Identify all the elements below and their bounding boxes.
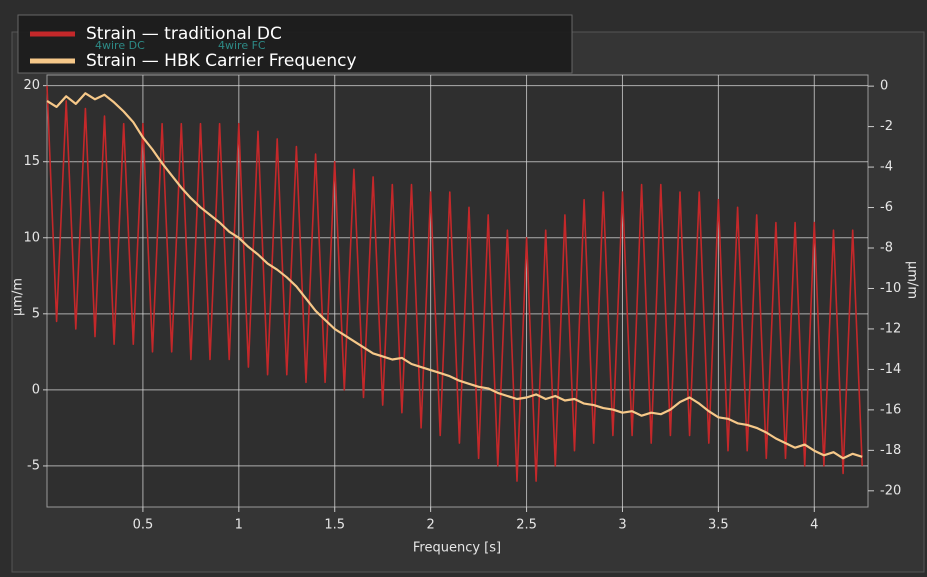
y-tick-label: 15 — [23, 154, 40, 169]
background-label: 4wire FC — [218, 39, 266, 52]
x-tick-label: 2.5 — [516, 518, 537, 533]
x-tick-label: 3 — [618, 518, 626, 533]
y-tick-label: 10 — [23, 230, 40, 245]
x-axis-label: Frequency [s] — [413, 541, 501, 556]
y2-tick-label: -10 — [880, 281, 901, 296]
y-tick-label: 5 — [32, 306, 40, 321]
y2-tick-label: -18 — [880, 443, 901, 458]
y-tick-label: 20 — [23, 78, 40, 93]
series-line — [46, 85, 863, 482]
x-tick-label: 3.5 — [708, 518, 729, 533]
y-axis-label: μm/m — [11, 278, 26, 316]
y2-tick-label: 0 — [880, 79, 888, 94]
y2-tick-label: -20 — [880, 483, 901, 498]
y2-tick-label: -2 — [880, 119, 893, 134]
x-tick-label: 0.5 — [133, 518, 154, 533]
x-tick-label: 1.5 — [324, 518, 345, 533]
x-tick-label: 1 — [235, 518, 243, 533]
plot: -5 0 5 10 15 20 0 -2 -4 -6 -8 -10 -12 -14 -16 -18 -20 0.5… — [23, 75, 901, 533]
y2-tick-label: -8 — [880, 241, 893, 256]
y2-tick-label: -4 — [880, 160, 893, 175]
series-line — [46, 92, 863, 460]
y2-tick-label: -16 — [880, 402, 901, 417]
legend: Strain — traditional DC Strain — HBK Carr… — [30, 24, 357, 71]
legend-box — [17, 14, 573, 74]
legend-label: Strain — traditional DC — [86, 24, 282, 44]
legend-label: Strain — HBK Carrier Frequency — [86, 51, 357, 71]
x-tick-label: 2 — [427, 518, 435, 533]
x-tick-label: 4 — [810, 518, 818, 533]
y2-tick-label: -6 — [880, 200, 893, 215]
y2-axis-label: μm/m — [905, 261, 920, 299]
plot-area — [46, 74, 869, 508]
y-tick-label: 0 — [32, 382, 40, 397]
y-tick-label: -5 — [27, 458, 40, 473]
y2-tick-label: -14 — [880, 362, 901, 377]
y2-tick-label: -12 — [880, 321, 901, 336]
background-label: 4wire DC — [95, 39, 145, 52]
